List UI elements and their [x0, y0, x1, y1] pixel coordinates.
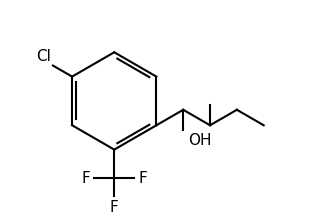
Text: Cl: Cl: [36, 50, 51, 65]
Text: F: F: [110, 200, 119, 215]
Text: OH: OH: [188, 133, 211, 148]
Text: F: F: [81, 171, 90, 186]
Text: F: F: [139, 171, 147, 186]
